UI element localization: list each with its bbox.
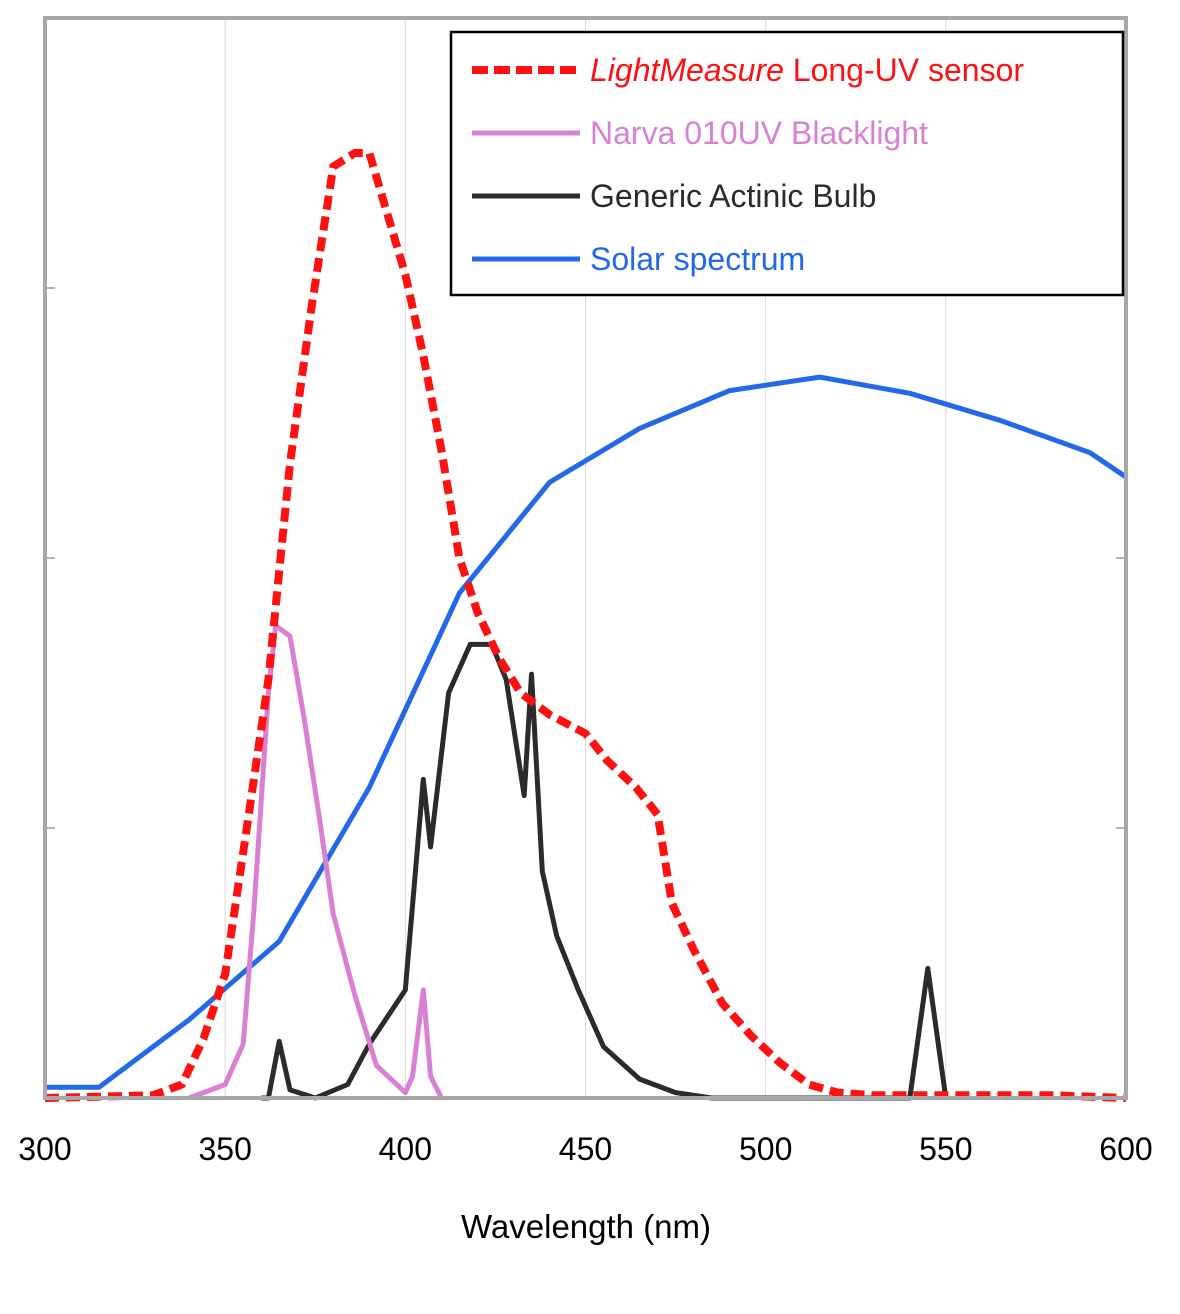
- x-axis-tick-labels: 300 350 400 450 500 550 600: [18, 1131, 1152, 1167]
- series-lightmeasure-line: [44, 149, 1127, 1102]
- x-tick-label-500: 500: [739, 1131, 792, 1167]
- x-tick-label-400: 400: [379, 1131, 432, 1167]
- series-solar-line: [45, 374, 1128, 1090]
- plot-series: [44, 149, 1128, 1102]
- x-tick-label-450: 450: [559, 1131, 612, 1167]
- legend: LightMeasure Long-UV sensor Narva 010UV …: [449, 30, 1125, 297]
- plot-area-frame: [43, 16, 1128, 1100]
- legend-label-solar: Solar spectrum: [590, 241, 805, 277]
- x-tick-label-600: 600: [1099, 1131, 1152, 1167]
- legend-box: [449, 30, 1125, 297]
- legend-label-narva: Narva 010UV Blacklight: [590, 115, 928, 151]
- legend-label-actinic: Generic Actinic Bulb: [590, 178, 876, 214]
- x-tick-label-300: 300: [18, 1131, 71, 1167]
- series-narva-line: [188, 623, 444, 1101]
- x-axis-title: Wavelength (nm): [461, 1208, 711, 1245]
- x-tick-label-550: 550: [919, 1131, 972, 1167]
- legend-label-lightmeasure: LightMeasure Long-UV sensor: [590, 52, 1024, 88]
- x-tick-label-350: 350: [198, 1131, 251, 1167]
